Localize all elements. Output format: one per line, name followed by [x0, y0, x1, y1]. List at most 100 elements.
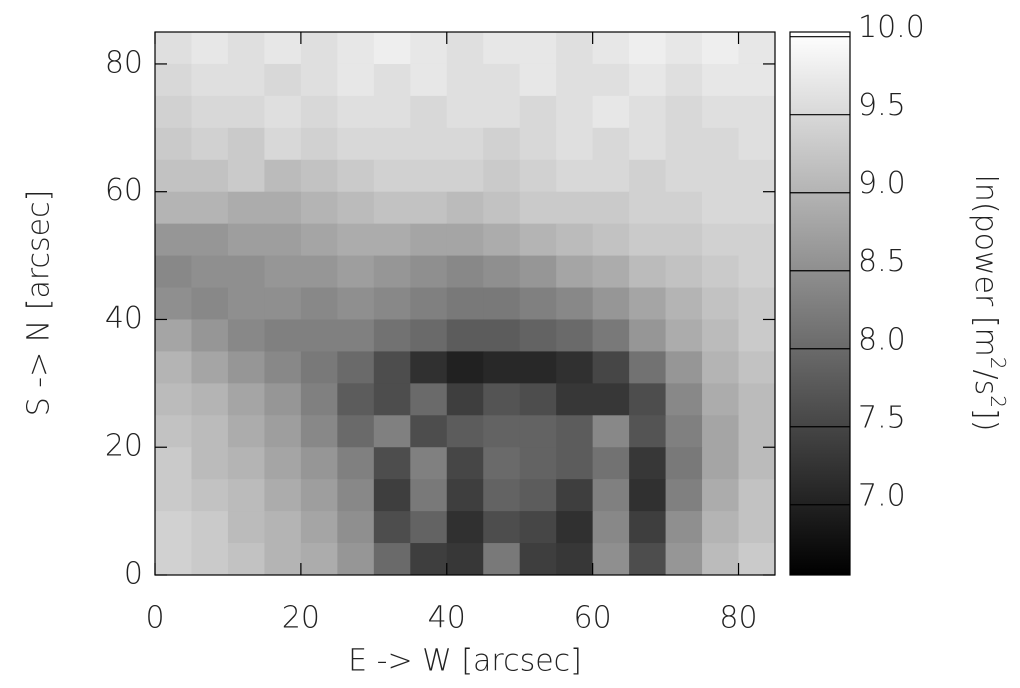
heat-cell — [738, 351, 776, 384]
heat-cell — [519, 447, 557, 480]
heat-cell — [410, 63, 448, 97]
heat-cell — [300, 255, 338, 289]
heat-cell — [264, 351, 302, 384]
heat-cell — [665, 95, 703, 129]
x-tick-label: 0 — [145, 601, 164, 636]
heat-cell — [410, 351, 448, 384]
heat-cell — [738, 383, 776, 416]
heat-cell — [592, 159, 630, 193]
heat-cell — [738, 63, 776, 97]
heat-cell — [629, 479, 667, 512]
heat-cell — [337, 415, 375, 448]
heat-cell — [227, 63, 265, 97]
heat-cell — [300, 479, 338, 512]
heat-cell — [446, 287, 484, 320]
heat-cell — [300, 191, 338, 225]
heat-cell — [665, 287, 703, 320]
heat-cell — [519, 319, 557, 352]
heat-cell — [337, 95, 375, 129]
colorbar-tick-label: 7.0 — [858, 478, 906, 513]
heat-cell — [629, 191, 667, 225]
heat-cell — [300, 287, 338, 320]
heat-cell — [483, 159, 521, 193]
heat-cell — [300, 447, 338, 480]
heat-cell — [556, 351, 594, 384]
heat-cell — [410, 383, 448, 416]
heat-cell — [191, 447, 229, 480]
heat-cell — [702, 127, 740, 161]
heat-cell — [702, 479, 740, 512]
heat-cell — [227, 127, 265, 161]
heat-cell — [300, 351, 338, 384]
heat-cell — [410, 95, 448, 129]
heat-cell — [264, 319, 302, 352]
heat-cell — [483, 255, 521, 289]
heat-cell — [264, 95, 302, 129]
heat-cell — [410, 255, 448, 289]
heat-cell — [629, 543, 667, 576]
heat-cell — [665, 32, 703, 65]
heat-cell — [155, 63, 192, 97]
y-axis-label: S -> N [arcsec] — [22, 190, 57, 417]
heat-cell — [337, 543, 375, 576]
heat-cell — [592, 447, 630, 480]
heat-cell — [191, 351, 229, 384]
heat-cell — [483, 127, 521, 161]
heat-cell — [300, 32, 338, 65]
heat-cell — [227, 479, 265, 512]
heat-cell — [227, 319, 265, 352]
heat-cell — [556, 32, 594, 65]
heat-cell — [264, 447, 302, 480]
heat-cell — [155, 319, 192, 352]
heat-cell — [155, 479, 192, 512]
heat-cell — [227, 32, 265, 65]
heat-cell — [483, 447, 521, 480]
heat-cell — [592, 127, 630, 161]
axes — [154, 31, 776, 576]
heat-cell — [629, 415, 667, 448]
heat-cell — [483, 351, 521, 384]
heat-cell — [738, 415, 776, 448]
heat-cell — [665, 415, 703, 448]
heat-cell — [191, 319, 229, 352]
heat-cell — [446, 351, 484, 384]
heat-cell — [410, 479, 448, 512]
heat-cell — [264, 287, 302, 320]
colorbar-label-part: 2 — [987, 357, 1011, 370]
heat-cell — [155, 351, 192, 384]
heat-cell — [337, 479, 375, 512]
heat-cell — [556, 447, 594, 480]
x-tick-label: 60 — [574, 601, 612, 636]
heat-cell — [300, 543, 338, 576]
heat-cell — [629, 447, 667, 480]
heat-cell — [191, 159, 229, 193]
heat-cell — [665, 351, 703, 384]
heat-cell — [373, 479, 411, 512]
heat-cell — [191, 95, 229, 129]
heat-cell — [556, 287, 594, 320]
colorbar-label-part: /s — [969, 370, 1004, 396]
heat-cell — [702, 191, 740, 225]
colorbar-tick-label: 8.5 — [858, 244, 906, 279]
heat-cell — [483, 543, 521, 576]
heat-cell — [227, 351, 265, 384]
heat-cell — [592, 63, 630, 97]
heat-cell — [629, 127, 667, 161]
heat-cell — [191, 511, 229, 544]
heat-cell — [556, 95, 594, 129]
heat-cell — [738, 223, 776, 257]
heat-cell — [483, 32, 521, 65]
y-tick-label: 20 — [105, 429, 143, 464]
heat-cell — [191, 32, 229, 65]
heat-cell — [337, 159, 375, 193]
heat-cell — [556, 191, 594, 225]
heat-cell — [155, 383, 192, 416]
heat-cell — [738, 32, 776, 65]
heat-cell — [373, 383, 411, 416]
heat-cell — [702, 415, 740, 448]
heat-cell — [556, 511, 594, 544]
heat-cell — [519, 95, 557, 129]
heat-cell — [337, 127, 375, 161]
colorbar-tick-label: 8.0 — [858, 322, 906, 357]
